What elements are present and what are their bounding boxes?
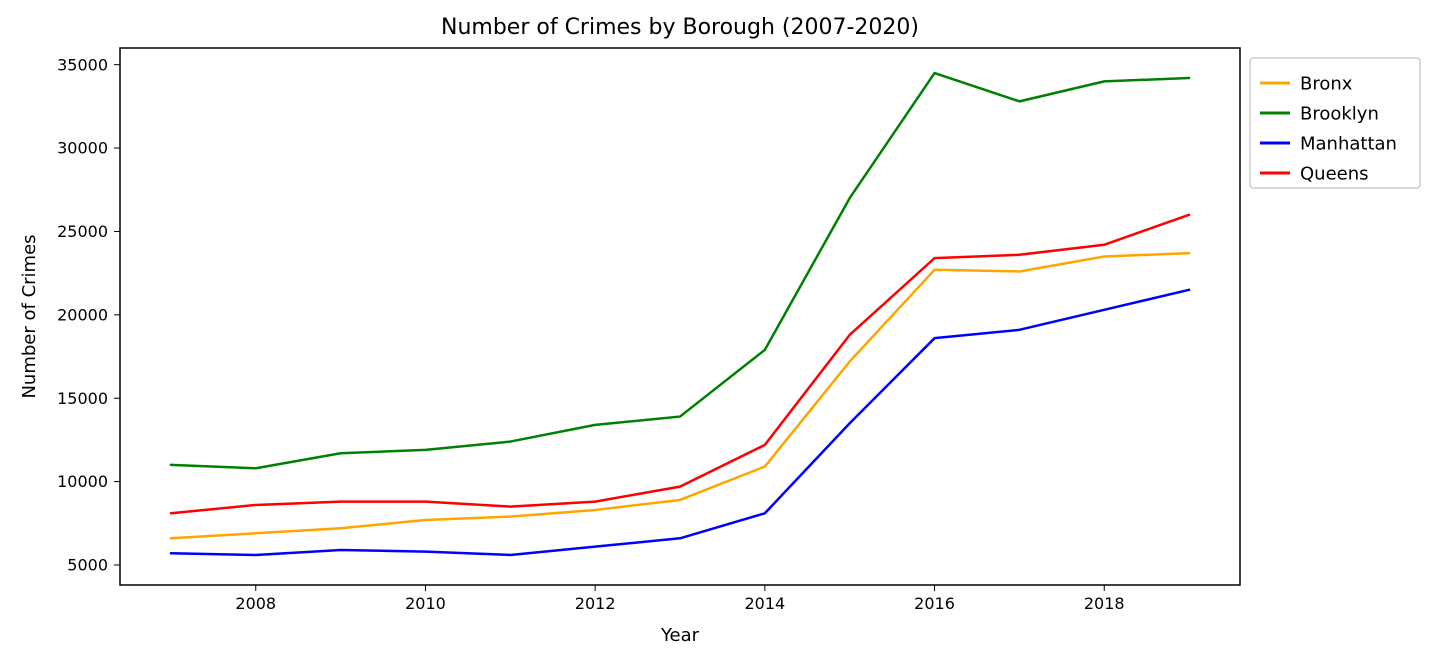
y-tick-label: 20000 — [57, 305, 108, 324]
legend-label: Bronx — [1300, 73, 1353, 94]
x-tick-label: 2010 — [405, 594, 446, 613]
legend-label: Brooklyn — [1300, 103, 1379, 124]
legend-label: Manhattan — [1300, 133, 1397, 154]
y-axis-label: Number of Crimes — [19, 234, 40, 398]
x-tick-label: 2008 — [235, 594, 276, 613]
legend-label: Queens — [1300, 163, 1369, 184]
chart-title: Number of Crimes by Borough (2007-2020) — [441, 15, 919, 40]
y-tick-label: 35000 — [57, 55, 108, 74]
y-tick-label: 25000 — [57, 222, 108, 241]
x-tick-label: 2014 — [744, 594, 785, 613]
x-tick-label: 2012 — [575, 594, 616, 613]
line-chart: 2008 2010 2012 2014 2016 2018 5000 10000 15000 20… — [0, 0, 1435, 663]
x-axis-label: Year — [660, 625, 700, 646]
y-tick-label: 10000 — [57, 472, 108, 491]
y-tick-label: 15000 — [57, 389, 108, 408]
chart-container: 2008 2010 2012 2014 2016 2018 5000 10000 15000 20… — [0, 0, 1435, 663]
y-tick-label: 30000 — [57, 139, 108, 158]
x-tick-label: 2016 — [914, 594, 955, 613]
x-tick-label: 2018 — [1084, 594, 1125, 613]
y-tick-label: 5000 — [67, 556, 108, 575]
